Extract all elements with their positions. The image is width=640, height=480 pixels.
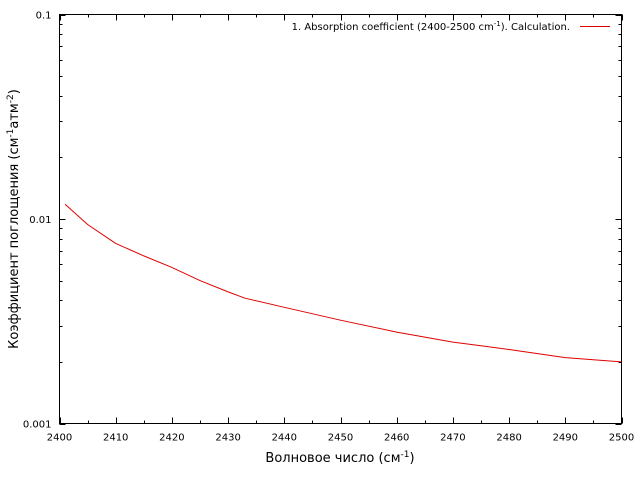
y-tick-label: 0.01 bbox=[29, 215, 51, 226]
tick-labels: 2400 2410 2420 2430 2440 2450 2460 2470 2480 2490… bbox=[23, 11, 634, 444]
y-axis-title: Коэффициент поглощения (см-1атм-2) bbox=[6, 89, 22, 349]
x-tick-label: 2480 bbox=[496, 433, 521, 444]
legend: 1. Absorption coefficient (2400-2500 cm-… bbox=[292, 20, 610, 33]
x-tick-label: 2490 bbox=[553, 433, 578, 444]
x-tick-label: 2460 bbox=[384, 433, 409, 444]
legend-label: 1. Absorption coefficient (2400-2500 cm-… bbox=[292, 20, 570, 33]
x-axis-title: Волновое число (см-1) bbox=[265, 450, 414, 466]
x-tick-label: 2410 bbox=[103, 433, 128, 444]
x-tick-label: 2420 bbox=[159, 433, 184, 444]
axis-ticks bbox=[59, 14, 623, 425]
x-tick-label: 2470 bbox=[440, 433, 465, 444]
y-tick-label: 0.1 bbox=[36, 11, 52, 22]
x-tick-label: 2440 bbox=[272, 433, 297, 444]
x-tick-label: 2430 bbox=[215, 433, 240, 444]
x-tick-label: 2400 bbox=[47, 433, 72, 444]
series-line-absorption bbox=[64, 203, 622, 363]
x-tick-label: 2450 bbox=[328, 433, 353, 444]
y-tick-label: 0.001 bbox=[23, 420, 52, 431]
x-tick-label: 2500 bbox=[609, 433, 634, 444]
